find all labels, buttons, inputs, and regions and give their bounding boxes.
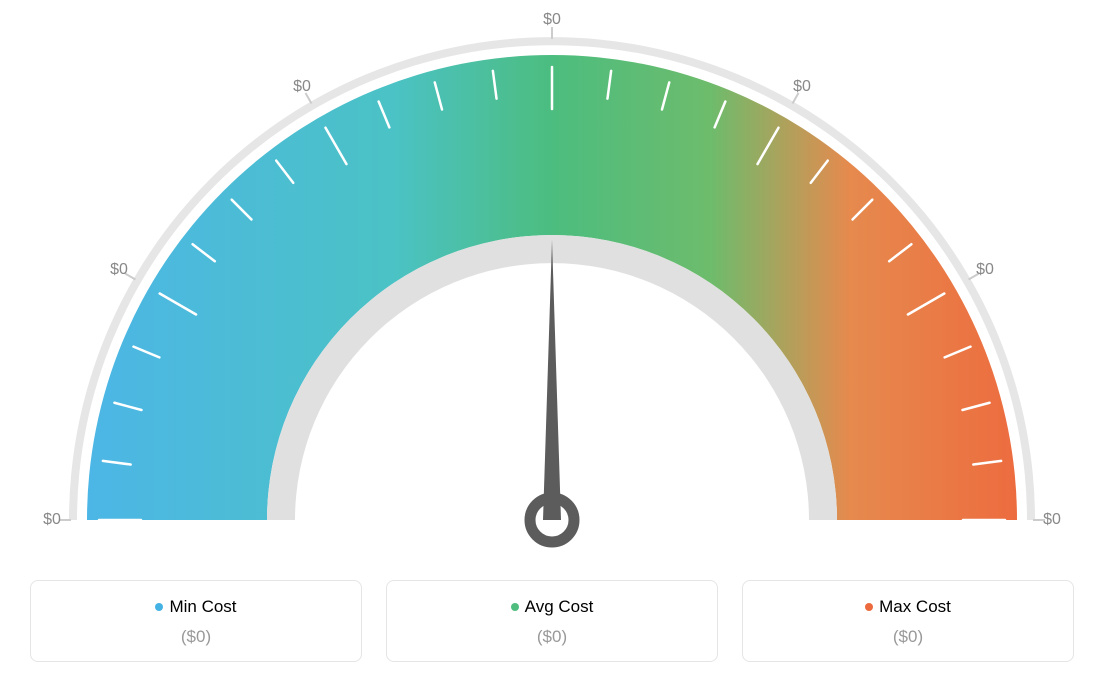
gauge-scale-label: $0 [110, 261, 128, 279]
legend-label-min: Min Cost [169, 597, 236, 616]
legend-title-max: Max Cost [755, 597, 1061, 617]
legend-value-min: ($0) [43, 627, 349, 647]
legend-label-avg: Avg Cost [525, 597, 594, 616]
legend-dot-max [865, 603, 873, 611]
legend-row: Min Cost ($0) Avg Cost ($0) Max Cost ($0… [30, 580, 1074, 662]
gauge-chart: $0 $0 $0 $0 $0 $0 $0 [0, 0, 1104, 560]
legend-title-min: Min Cost [43, 597, 349, 617]
legend-card-avg: Avg Cost ($0) [386, 580, 718, 662]
gauge-scale-label: $0 [293, 78, 311, 96]
gauge-scale-label: $0 [976, 261, 994, 279]
legend-card-min: Min Cost ($0) [30, 580, 362, 662]
legend-title-avg: Avg Cost [399, 597, 705, 617]
gauge-scale-label: $0 [543, 11, 561, 29]
legend-dot-min [155, 603, 163, 611]
legend-value-avg: ($0) [399, 627, 705, 647]
gauge-svg [0, 0, 1104, 560]
legend-value-max: ($0) [755, 627, 1061, 647]
gauge-scale-label: $0 [43, 511, 61, 529]
gauge-scale-label: $0 [1043, 511, 1061, 529]
legend-card-max: Max Cost ($0) [742, 580, 1074, 662]
gauge-scale-label: $0 [793, 78, 811, 96]
legend-dot-avg [511, 603, 519, 611]
legend-label-max: Max Cost [879, 597, 951, 616]
